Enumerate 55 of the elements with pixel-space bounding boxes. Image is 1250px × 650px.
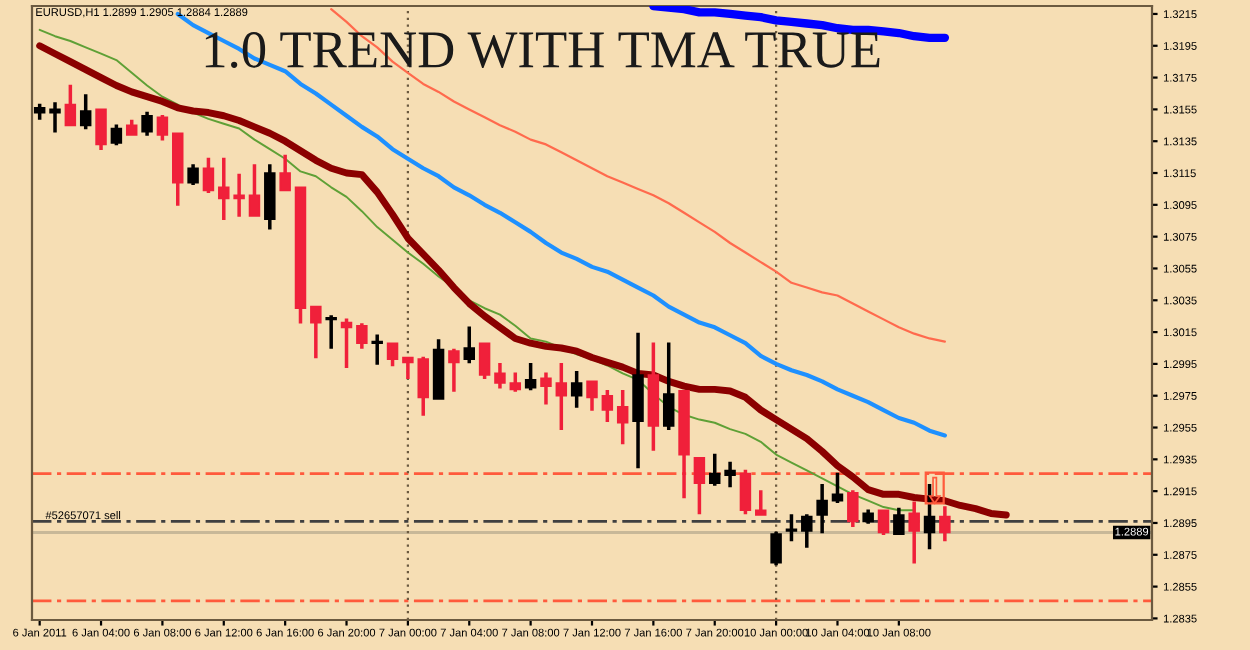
- candlestick: [555, 363, 568, 430]
- candlestick: [325, 315, 337, 349]
- candlestick: [908, 501, 920, 564]
- candlestick: [939, 506, 951, 542]
- candlestick: [724, 461, 736, 488]
- candlestick: [463, 326, 476, 364]
- candlestick: [202, 157, 215, 193]
- candlestick: [172, 132, 184, 206]
- candlestick: [893, 507, 905, 535]
- candlestick: [264, 164, 276, 230]
- candlestick: [187, 164, 199, 185]
- candlestick: [708, 453, 721, 486]
- candlestick: [371, 334, 383, 365]
- candlestick: [647, 342, 660, 451]
- candlestick: [678, 390, 690, 499]
- candlestick: [847, 490, 859, 527]
- candlestick: [755, 490, 767, 516]
- candlestick: [294, 186, 307, 324]
- candlestick: [831, 472, 844, 504]
- candlestick: [110, 124, 123, 146]
- candlestick: [125, 119, 138, 136]
- candlestick: [79, 94, 92, 130]
- candlestick: [770, 531, 782, 566]
- candlestick: [524, 363, 537, 391]
- candlestick: [570, 371, 583, 408]
- candlestick: [586, 380, 598, 411]
- line-series: [175, 11, 947, 438]
- candlestick: [279, 154, 291, 192]
- candlestick: [662, 342, 675, 430]
- candlestick: [64, 84, 77, 127]
- candlestick: [540, 372, 552, 405]
- candlestick: [509, 372, 522, 392]
- candlestick: [601, 390, 614, 423]
- candlestick: [248, 164, 261, 217]
- candlestick: [632, 332, 644, 469]
- candlestick: [494, 363, 506, 389]
- candlestick: [356, 323, 368, 349]
- candlestick: [386, 342, 399, 367]
- candlestick: [816, 483, 828, 534]
- candlestick: [141, 111, 153, 136]
- candlestick: [801, 514, 813, 548]
- candlestick: [310, 305, 322, 359]
- candlestick: [693, 456, 706, 515]
- candlestick: [448, 348, 460, 392]
- candlestick: [785, 514, 798, 542]
- candlestick: [877, 509, 890, 535]
- candlestick: [616, 390, 629, 445]
- candlestick: [49, 102, 61, 133]
- candlestick: [33, 103, 46, 120]
- candlestick: [432, 339, 445, 400]
- candlestick: [478, 342, 491, 380]
- candlestick: [156, 114, 169, 141]
- candlestick: [862, 509, 874, 524]
- candlestick: [95, 108, 107, 150]
- candlestick: [739, 469, 752, 515]
